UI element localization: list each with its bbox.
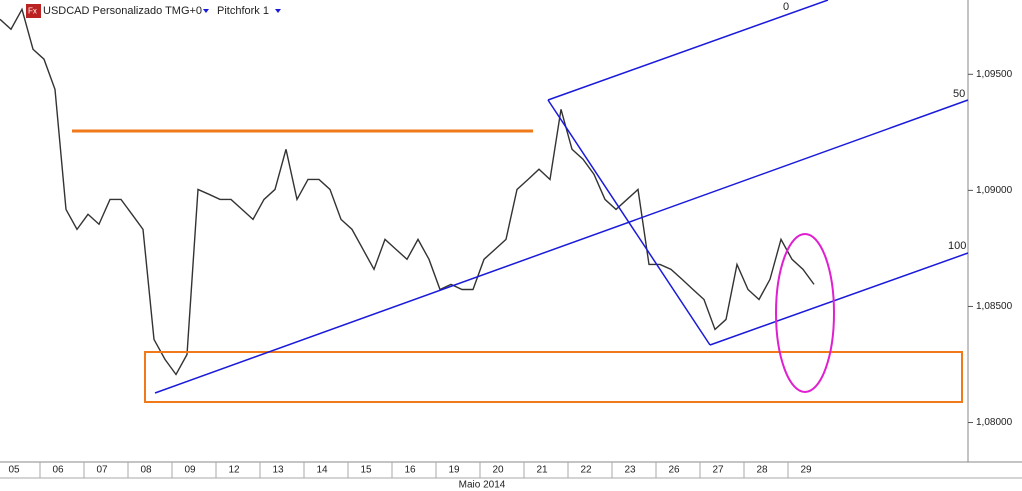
pitchfork-handle: [547, 99, 711, 346]
symbol-icon-text: Fx: [28, 7, 37, 16]
x-tick-label: 09: [184, 465, 196, 476]
x-tick-label: 26: [668, 465, 680, 476]
symbol-icon: [26, 4, 41, 18]
x-axis-title: Maio 2014: [459, 480, 506, 491]
x-tick-label: 28: [756, 465, 768, 476]
support-zone: [144, 351, 963, 403]
pitchfork-lower: [709, 252, 969, 346]
x-tick-label: 13: [272, 465, 284, 476]
x-tick-label: 08: [140, 465, 152, 476]
x-tick-label: 22: [580, 465, 592, 476]
x-tick-label: 20: [492, 465, 504, 476]
pitchfork-median: [154, 99, 969, 394]
highlight-ellipse: [775, 233, 835, 393]
x-tick-label: 12: [228, 465, 240, 476]
dropdown-arrow[interactable]: [275, 9, 281, 13]
x-tick-label: 19: [448, 465, 460, 476]
x-tick-label: 27: [712, 465, 724, 476]
x-tick-label: 15: [360, 465, 372, 476]
x-tick-label: 29: [800, 465, 812, 476]
series-layer: [0, 7, 815, 376]
x-tick-label: 21: [536, 465, 548, 476]
pitchfork-label: 0: [783, 1, 789, 13]
dropdown-arrow[interactable]: [203, 9, 209, 13]
x-tick-label: 06: [52, 465, 64, 476]
price-line: [0, 7, 815, 376]
x-tick-label: 16: [404, 465, 416, 476]
x-tick-label: 07: [96, 465, 108, 476]
x-tick-label: 05: [8, 465, 20, 476]
x-tick-label: 23: [624, 465, 636, 476]
pitchfork-label: 100: [948, 240, 966, 252]
tool-label[interactable]: Pitchfork 1: [217, 5, 269, 17]
y-tick-label: 1,08500: [976, 301, 1013, 312]
y-tick-label: 1,09500: [976, 69, 1013, 80]
pitchfork-label: 50: [953, 88, 965, 100]
symbol-label[interactable]: USDCAD Personalizado TMG+0: [43, 5, 202, 17]
y-tick-label: 1,09000: [976, 185, 1013, 196]
y-tick-label: 1,08000: [976, 417, 1013, 428]
x-tick-label: 14: [316, 465, 328, 476]
pitchfork-upper: [547, 0, 829, 101]
